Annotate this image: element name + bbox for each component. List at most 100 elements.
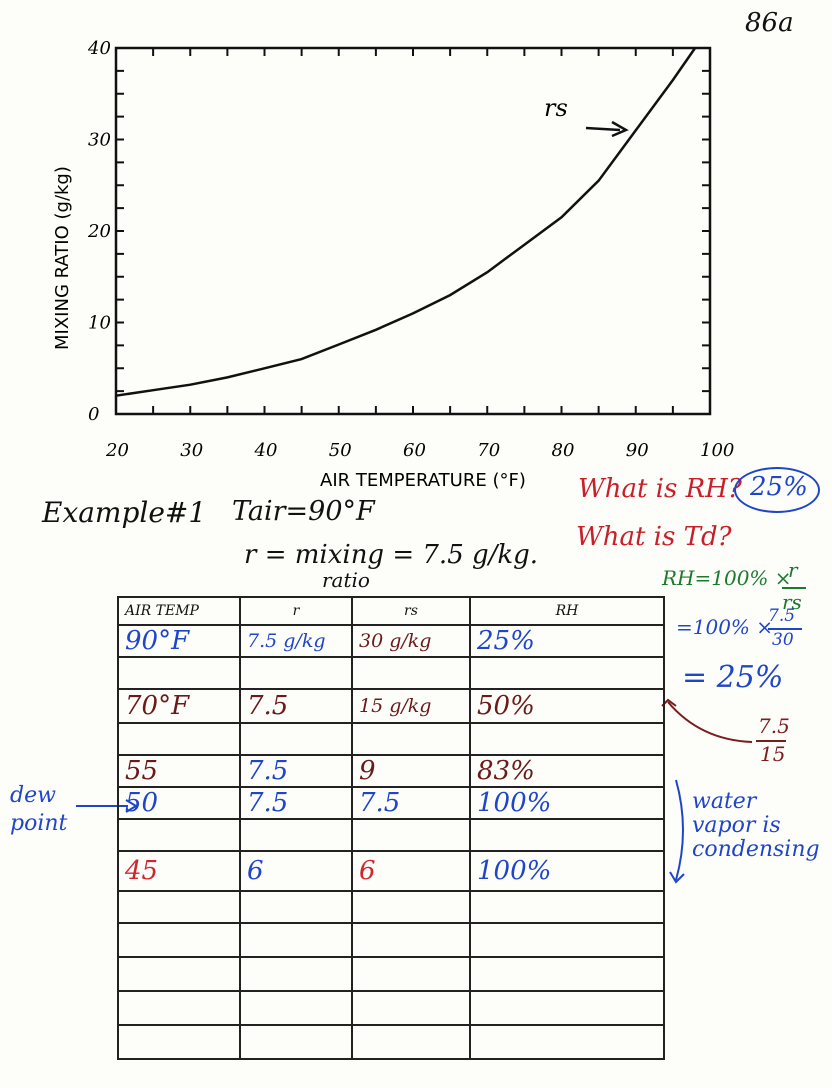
y-tick-label: 0 — [88, 404, 99, 425]
table-cell — [239, 956, 353, 992]
table-cell — [351, 990, 471, 1026]
table-cell: 9 — [351, 754, 471, 788]
table-cell: 7.5 — [239, 754, 353, 788]
arrow-head — [661, 698, 677, 707]
question-rh: What is RH? — [578, 474, 742, 504]
table-cell — [351, 656, 471, 690]
x-axis-label: AIR TEMPERATURE (°F) — [320, 470, 526, 491]
table-row — [117, 990, 665, 1026]
table-cell — [351, 1024, 471, 1060]
calc-numerator: r — [788, 558, 798, 582]
table-cell: 100% — [469, 786, 665, 820]
table-cell: 7.5 — [239, 786, 353, 820]
table-row: 70°F 7.5 15 g/kg 50% — [117, 688, 665, 724]
curve-label: rs — [544, 94, 568, 122]
curve-label-arrow — [585, 126, 621, 132]
side-fraction-arrow — [667, 701, 753, 743]
table-cell: 55 — [117, 754, 241, 788]
x-tick-label: 90 — [626, 440, 649, 461]
fraction-line — [768, 628, 802, 630]
mixing-ratio-chart: 20 30 40 50 60 70 80 90 100 0 10 20 30 40 rs AIR TEM… — [52, 38, 734, 491]
series-line-rs — [115, 47, 697, 397]
y-tick-label: 30 — [88, 130, 111, 151]
table-row — [117, 1024, 665, 1060]
answer-circle — [734, 467, 820, 513]
table-cell — [469, 1024, 665, 1060]
table-row: 45 6 6 100% — [117, 850, 665, 892]
table-cell — [351, 722, 471, 756]
table-cell — [239, 722, 353, 756]
col-header-air-temp: AIR TEMP — [117, 596, 241, 626]
table-row — [117, 722, 665, 756]
table-cell — [469, 956, 665, 992]
table-cell — [117, 922, 241, 958]
table-cell: 90°F — [117, 624, 241, 658]
table-row — [117, 956, 665, 992]
table-cell: 30 g/kg — [351, 624, 471, 658]
table-cell — [117, 990, 241, 1026]
calc-denominator: rs — [782, 590, 802, 614]
table-header-row: AIR TEMP r rs RH — [117, 596, 665, 626]
table-cell — [469, 890, 665, 924]
side-fraction-numerator: 7.5 — [758, 714, 790, 738]
example-title: Example#1 — [42, 496, 207, 529]
table-cell — [351, 956, 471, 992]
data-table: AIR TEMP r rs RH 90°F 7.5 g/kg 30 g/kg 25% 7… — [117, 596, 665, 1060]
condensing-note: water vapor is condensing — [692, 789, 820, 862]
side-fraction-denominator: 15 — [760, 742, 786, 766]
table-cell — [351, 818, 471, 852]
table-cell: 15 g/kg — [351, 688, 471, 724]
answer-rh: 25% — [750, 472, 808, 502]
table-cell — [117, 656, 241, 690]
table-cell: 45 — [117, 850, 241, 892]
arrow-head — [669, 871, 685, 884]
fraction-line — [756, 740, 786, 742]
table-cell: 6 — [351, 850, 471, 892]
condensing-bracket — [675, 779, 684, 881]
x-tick-label: 20 — [105, 440, 129, 461]
arrow-head — [611, 120, 629, 138]
x-tick-label: 40 — [254, 440, 278, 461]
table-row: 55 7.5 9 83% — [117, 754, 665, 788]
table-cell: 25% — [469, 624, 665, 658]
y-tick-label: 10 — [88, 313, 111, 334]
table-cell: 70°F — [117, 688, 241, 724]
calc-step1-numerator: 7.5 — [768, 606, 796, 626]
fraction-line — [782, 587, 806, 589]
table-cell — [469, 922, 665, 958]
table-cell — [239, 890, 353, 924]
y-tick-label: 40 — [87, 38, 111, 59]
y-axis-label: MIXING RATIO (g/kg) — [52, 166, 73, 350]
dew-point-label: dew point — [10, 783, 68, 836]
y-tick-label: 20 — [87, 221, 111, 242]
table-cell: 50 — [117, 786, 241, 820]
col-header-rs: rs — [351, 596, 471, 626]
table-cell — [469, 656, 665, 690]
data-table-container: AIR TEMP r rs RH 90°F 7.5 g/kg 30 g/kg 25% 7… — [117, 596, 665, 1060]
calc-step1-denominator: 30 — [772, 630, 794, 650]
x-tick-label: 60 — [403, 440, 426, 461]
calc-result: = 25% — [682, 660, 784, 695]
col-header-r: r — [239, 596, 353, 626]
example-mixing-ratio: r = mixing = 7.5 g/kg. — [244, 540, 539, 570]
table-cell — [117, 818, 241, 852]
table-cell: 50% — [469, 688, 665, 724]
table-cell: 83% — [469, 754, 665, 788]
table-cell — [239, 1024, 353, 1060]
table-cell — [351, 890, 471, 924]
calc-step1: =100% × — [676, 615, 774, 639]
example-ratio-word: ratio — [322, 568, 370, 592]
table-row: 90°F 7.5 g/kg 30 g/kg 25% — [117, 624, 665, 658]
col-header-rh: RH — [469, 596, 665, 626]
table-cell: 100% — [469, 850, 665, 892]
table-cell: 7.5 g/kg — [239, 624, 353, 658]
table-cell — [239, 656, 353, 690]
table-cell — [239, 990, 353, 1026]
x-tick-label: 80 — [552, 440, 575, 461]
table-cell — [117, 956, 241, 992]
x-tick-label: 50 — [329, 440, 352, 461]
table-cell: 6 — [239, 850, 353, 892]
page-number: 86a — [745, 8, 794, 38]
calc-formula: RH=100% × — [662, 566, 792, 590]
table-cell — [469, 990, 665, 1026]
